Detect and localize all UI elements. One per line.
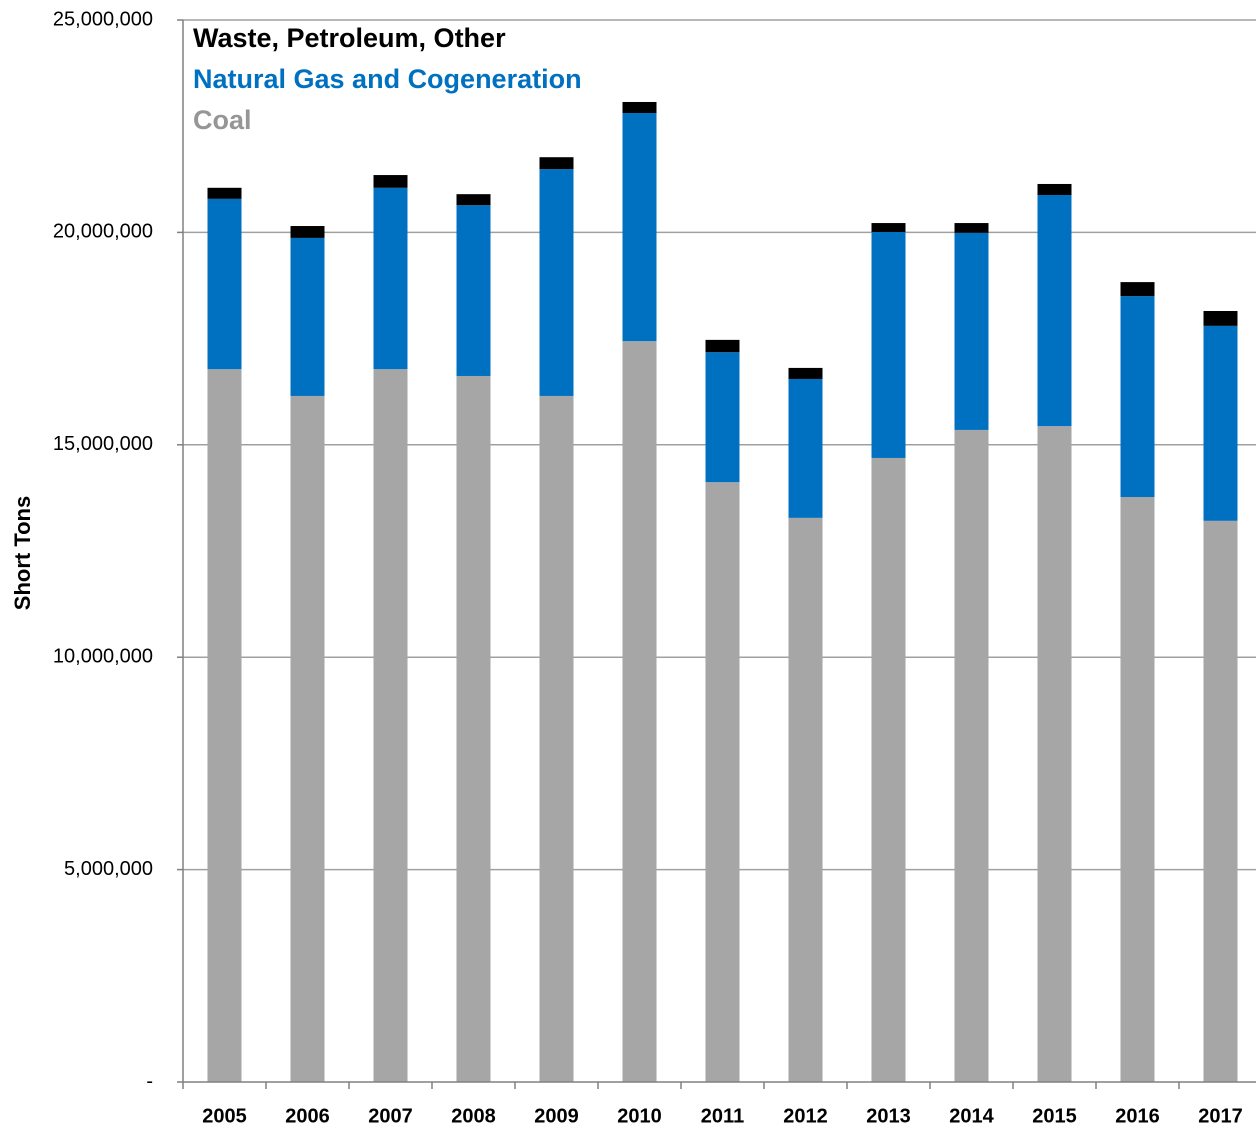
bar-segment: [456, 375, 491, 1082]
bar-segment: [788, 367, 823, 379]
bar-segment: [622, 341, 657, 1082]
bar-segment: [622, 113, 657, 342]
y-axis-label: Short Tons: [10, 496, 35, 610]
bar-segment: [1037, 183, 1072, 196]
x-tick-label: 2013: [866, 1105, 911, 1127]
bar-segment: [1037, 426, 1072, 1083]
bar-segment: [290, 237, 325, 396]
x-tick-label: 2008: [451, 1105, 496, 1127]
bar-segment: [788, 378, 823, 518]
x-tick-label: 2005: [202, 1105, 247, 1127]
bar-segment: [456, 205, 491, 376]
y-tick-label: 25,000,000: [53, 8, 153, 30]
legend-entry: Coal: [193, 105, 252, 135]
bar-segment: [954, 232, 989, 430]
x-tick-label: 2015: [1032, 1105, 1077, 1127]
bar-segment: [1203, 520, 1238, 1082]
bar-segment: [1120, 296, 1155, 498]
x-tick-label: 2006: [285, 1105, 330, 1127]
bar-segment: [705, 339, 740, 353]
bar-segment: [539, 169, 574, 396]
bar-segment: [207, 369, 242, 1082]
bar-segment: [1037, 195, 1072, 427]
y-tick-label: 10,000,000: [53, 645, 153, 667]
bar-segment: [373, 369, 408, 1082]
bar-segment: [290, 395, 325, 1082]
x-tick-label: 2007: [368, 1105, 413, 1127]
bar-segment: [207, 198, 242, 370]
bar-segment: [539, 395, 574, 1082]
bar-segment: [705, 482, 740, 1083]
legend-entry: Natural Gas and Cogeneration: [193, 64, 582, 94]
x-tick-label: 2014: [949, 1105, 994, 1127]
bar-segment: [373, 175, 408, 188]
bar-segment: [207, 187, 242, 199]
y-tick-label: -: [146, 1070, 153, 1092]
y-tick-label: 5,000,000: [64, 858, 153, 880]
bar-segment: [622, 101, 657, 114]
x-tick-label: 2012: [783, 1105, 828, 1127]
bar-segment: [1120, 497, 1155, 1082]
x-tick-label: 2017: [1198, 1105, 1243, 1127]
bar-segment: [871, 231, 906, 458]
x-tick-label: 2009: [534, 1105, 579, 1127]
bar-segment: [954, 429, 989, 1082]
bar-segment: [705, 352, 740, 483]
bar-segment: [1203, 310, 1238, 326]
bar-segment: [871, 457, 906, 1082]
y-tick-label: 20,000,000: [53, 221, 153, 243]
bar-segment: [871, 223, 906, 232]
bar-segment: [1203, 325, 1238, 521]
bar-segment: [456, 194, 491, 206]
x-tick-label: 2016: [1115, 1105, 1160, 1127]
bar-segment: [539, 157, 574, 170]
y-tick-label: 15,000,000: [53, 433, 153, 455]
x-tick-label: 2010: [617, 1105, 662, 1127]
legend-entry: Waste, Petroleum, Other: [193, 23, 506, 53]
bar-segment: [373, 187, 408, 370]
bar-segment: [1120, 282, 1155, 297]
bar-segment: [954, 223, 989, 233]
bar-segment: [788, 517, 823, 1082]
bar-segment: [290, 226, 325, 238]
x-tick-label: 2011: [701, 1105, 744, 1127]
